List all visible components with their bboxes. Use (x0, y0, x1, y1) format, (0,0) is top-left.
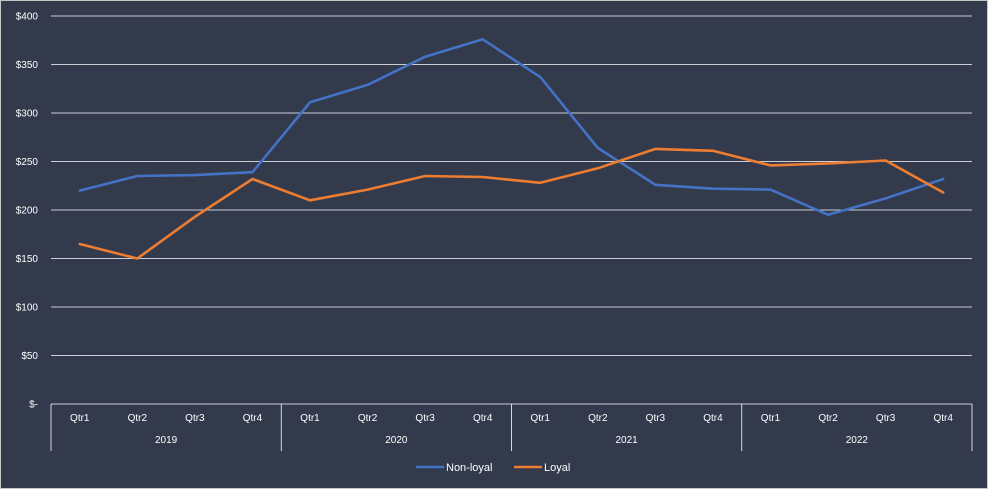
year-label: 2022 (846, 435, 869, 446)
x-tick-label: Qtr1 (300, 413, 320, 424)
y-tick-label: $400 (16, 12, 39, 23)
y-tick-label: $350 (16, 60, 39, 71)
series-line-loyal (78, 147, 945, 260)
y-tick-label: $100 (16, 303, 39, 314)
x-tick-label: Qtr3 (646, 413, 666, 424)
x-tick-label: Qtr1 (70, 413, 90, 424)
gridlines (51, 15, 972, 356)
x-tick-label: Qtr2 (588, 413, 608, 424)
x-tick-label: Qtr2 (128, 413, 148, 424)
x-tick-label: Qtr2 (358, 413, 378, 424)
legend: Non-loyal Loyal (416, 462, 570, 474)
x-tick-label: Qtr4 (933, 413, 953, 424)
y-tick-label: $50 (21, 351, 38, 362)
year-label: 2019 (155, 435, 178, 446)
x-tick-label: Qtr1 (531, 413, 551, 424)
x-tick-label: Qtr2 (818, 413, 838, 424)
x-tick-label: Qtr4 (703, 413, 723, 424)
series-line-non-loyal (78, 37, 945, 217)
y-axis-ticks: $- $50 $100 $150 $200 $250 $300 $350 $400 (16, 12, 39, 411)
y-tick-label: $250 (16, 157, 39, 168)
x-tick-label: Qtr4 (473, 413, 493, 424)
year-label: 2020 (385, 435, 408, 446)
legend-label: Non-loyal (446, 462, 492, 474)
series-lines (78, 37, 945, 260)
x-tick-label: Qtr1 (761, 413, 781, 424)
x-tick-label: Qtr4 (243, 413, 263, 424)
x-tick-label: Qtr3 (185, 413, 205, 424)
y-tick-label: $150 (16, 254, 39, 265)
x-axis: Qtr1 Qtr2 Qtr3 Qtr4 Qtr1 Qtr2 Qtr3 Qtr4 Qtr1 Qtr2… (50, 403, 973, 451)
y-tick-label: $300 (16, 109, 39, 120)
y-tick-label: $200 (16, 206, 39, 217)
x-tick-label: Qtr3 (876, 413, 896, 424)
year-label: 2021 (616, 435, 639, 446)
y-tick-label: $- (29, 400, 38, 411)
x-tick-label: Qtr3 (415, 413, 435, 424)
legend-label: Loyal (544, 462, 570, 474)
